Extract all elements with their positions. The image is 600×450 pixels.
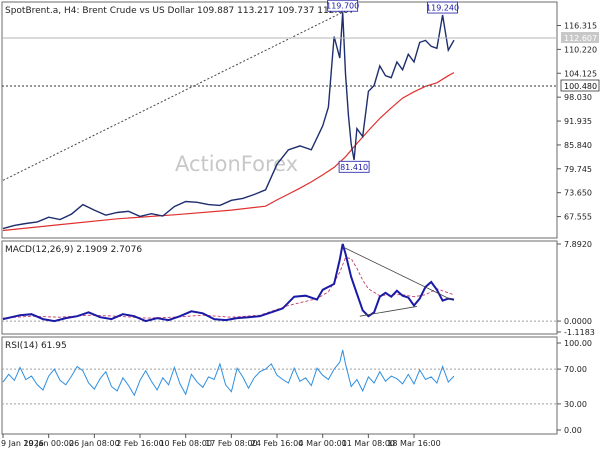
x-tick-label: 9 Jan 2026: [1, 439, 44, 448]
current-price-label: 112.607: [564, 34, 597, 43]
x-tick-label: 26 Jan 08:00: [69, 439, 120, 448]
x-tick-label: 11 Mar 08:00: [342, 439, 395, 448]
level-tag: [560, 79, 600, 92]
rsi-tick-label: 70.00: [564, 365, 587, 374]
rsi-tick-label: 30.00: [564, 400, 587, 409]
annotation-label-0: 119.700: [326, 2, 359, 11]
rsi-title: RSI(14) 61.95: [5, 341, 67, 351]
rsi-tick-label: 0.00: [564, 426, 582, 435]
price-tick-label: 67.555: [564, 213, 592, 222]
macd-main-line: [2, 243, 455, 323]
price-tick-label: 104.125: [564, 69, 597, 78]
rsi-line: [2, 349, 455, 397]
macd-axis: 7.8920 0.0000 -1.1183: [557, 240, 595, 337]
ema-line: [2, 72, 455, 232]
x-tick-label: 17 Feb 08:00: [205, 439, 257, 448]
macd-trendline-0: [342, 246, 452, 300]
trendline-dotted: [2, 11, 343, 181]
x-tick-label: 4 Mar 00:00: [299, 439, 347, 448]
price-panel: SpotBrent.a, H4: Brent Crude vs US Dolla…: [1, 0, 558, 239]
rsi-panel: RSI(14) 61.95: [1, 336, 558, 435]
price-tick-label: 73.650: [564, 189, 592, 198]
macd-title: MACD(12,26,9) 2.1909 2.7076: [5, 245, 142, 255]
price-tick-label: 79.745: [564, 165, 592, 174]
annotation-box-2: [338, 160, 370, 173]
annotation-label-2: 81.410: [340, 163, 368, 172]
current-price-tag: [561, 32, 599, 43]
rsi-panel-frame: [1, 336, 558, 435]
macd-tick-label: 7.8920: [564, 240, 592, 249]
x-tick-label: 24 Feb 16:00: [251, 439, 303, 448]
price-tick-label: 110.220: [564, 45, 597, 54]
price-tick-label: 98.030: [564, 93, 592, 102]
rsi-axis: 100.00 70.00 30.00 0.00: [557, 339, 592, 435]
x-tick-label: 10 Feb 08:00: [159, 439, 211, 448]
price-line: [2, 12, 455, 230]
rsi-tick-label: 100.00: [564, 339, 592, 348]
price-panel-frame: [1, 1, 558, 239]
annotation-box-1: [427, 1, 458, 14]
price-tick-label: 116.315: [564, 21, 597, 30]
macd-tick-label: 0.0000: [564, 317, 592, 326]
annotation-box-0: [327, 0, 359, 12]
price-tick-label: 91.935: [564, 117, 592, 126]
macd-panel-frame: [1, 240, 558, 335]
x-tick-label: 18 Mar 16:00: [387, 439, 440, 448]
price-tick-label: 85.840: [564, 141, 592, 150]
price-axis: 116.315 110.220 104.125 98.030 91.935 85.840 7…: [557, 21, 600, 222]
level-label: 100.480: [564, 82, 597, 91]
x-tick-label: 19 Jan 00:00: [23, 439, 74, 448]
macd-tick-label: -1.1183: [564, 328, 595, 337]
price-title: SpotBrent.a, H4: Brent Crude vs US Dolla…: [5, 6, 355, 16]
annotation-label-1: 119.240: [426, 4, 459, 13]
macd-panel: MACD(12,26,9) 2.1909 2.7076: [1, 240, 558, 335]
macd-trendline-1: [359, 306, 417, 317]
macd-signal-line: [2, 257, 455, 319]
x-tick-label: 2 Feb 16:00: [116, 439, 163, 448]
watermark: ActionForex: [175, 152, 298, 176]
